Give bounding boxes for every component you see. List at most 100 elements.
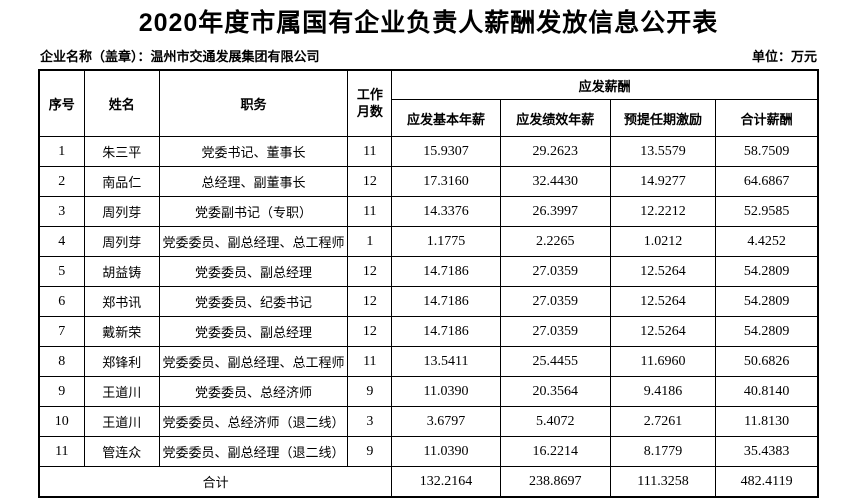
cell-total-salary: 4.4252 (715, 226, 819, 257)
cell-term-incentive: 9.4186 (609, 376, 717, 407)
header-no: 序号 (38, 69, 85, 137)
cell-months: 1 (347, 226, 393, 257)
cell-no: 11 (38, 436, 85, 467)
cell-name: 王道川 (83, 406, 160, 437)
table-row: 2 南品仁 总经理、副董事长 12 17.3160 32.4430 14.927… (38, 166, 819, 197)
cell-name: 郑书讯 (83, 286, 160, 317)
table-body: 1 朱三平 党委书记、董事长 11 15.9307 29.2623 13.557… (38, 136, 819, 467)
cell-months: 12 (347, 166, 393, 197)
cell-name: 周列芽 (83, 226, 160, 257)
cell-months: 11 (347, 346, 393, 377)
cell-months: 12 (347, 316, 393, 347)
cell-performance-salary: 29.2623 (499, 136, 611, 167)
cell-no: 5 (38, 256, 85, 287)
cell-total-salary: 11.8130 (715, 406, 819, 437)
header-basic-salary: 应发基本年薪 (391, 99, 501, 137)
cell-total-salary: 54.2809 (715, 256, 819, 287)
cell-performance-salary: 16.2214 (499, 436, 611, 467)
table-row: 3 周列芽 党委副书记（专职） 11 14.3376 26.3997 12.22… (38, 196, 819, 227)
cell-performance-salary: 27.0359 (499, 256, 611, 287)
cell-basic-salary: 14.3376 (391, 196, 501, 227)
cell-position: 党委委员、总经济师 (158, 376, 349, 407)
cell-name: 胡益铸 (83, 256, 160, 287)
cell-months: 12 (347, 286, 393, 317)
cell-total-salary: 52.9585 (715, 196, 819, 227)
cell-basic-salary: 1.1775 (391, 226, 501, 257)
table-row: 7 戴新荣 党委委员、副总经理 12 14.7186 27.0359 12.52… (38, 316, 819, 347)
header-performance-salary: 应发绩效年薪 (499, 99, 611, 137)
cell-basic-salary: 3.6797 (391, 406, 501, 437)
table-row: 8 郑锋利 党委委员、副总经理、总工程师 11 13.5411 25.4455 … (38, 346, 819, 377)
cell-position: 党委委员、副总经理、总工程师 (158, 346, 349, 377)
total-term-incentive: 111.3258 (609, 466, 717, 498)
header-term-incentive: 预提任期激励 (609, 99, 717, 137)
cell-term-incentive: 8.1779 (609, 436, 717, 467)
cell-months: 12 (347, 256, 393, 287)
cell-basic-salary: 13.5411 (391, 346, 501, 377)
cell-position: 党委委员、副总经理（退二线） (158, 436, 349, 467)
meta-bar: 企业名称（盖章）：温州市交通发展集团有限公司 单位：万元 (40, 46, 817, 65)
cell-basic-salary: 15.9307 (391, 136, 501, 167)
cell-performance-salary: 26.3997 (499, 196, 611, 227)
cell-performance-salary: 27.0359 (499, 286, 611, 317)
cell-no: 6 (38, 286, 85, 317)
header-row-sub: 应发基本年薪 应发绩效年薪 预提任期激励 合计薪酬 (39, 99, 819, 137)
cell-term-incentive: 12.5264 (609, 286, 717, 317)
cell-name: 管连众 (83, 436, 160, 467)
cell-term-incentive: 12.5264 (609, 316, 717, 347)
header-months-line1: 工作 (356, 87, 383, 103)
header-salary-group: 应发薪酬 (391, 69, 819, 100)
table-row: 1 朱三平 党委书记、董事长 11 15.9307 29.2623 13.557… (38, 136, 819, 167)
cell-position: 党委委员、副总经理、总工程师 (158, 226, 349, 257)
cell-position: 党委副书记（专职） (158, 196, 349, 227)
salary-table: 序号 姓名 职务 工作 月数 应发薪酬 应发基本年薪 应发绩效年薪 预提任期激励… (38, 69, 819, 498)
cell-no: 3 (38, 196, 85, 227)
cell-name: 郑锋利 (83, 346, 160, 377)
header-row-group: 序号 姓名 职务 工作 月数 应发薪酬 (38, 69, 819, 137)
cell-position: 总经理、副董事长 (158, 166, 349, 197)
cell-total-salary: 58.7509 (715, 136, 819, 167)
total-performance-salary: 238.8697 (499, 466, 611, 498)
cell-total-salary: 54.2809 (715, 286, 819, 317)
cell-basic-salary: 11.0390 (391, 376, 501, 407)
header-name: 姓名 (83, 69, 160, 137)
table-row: 6 郑书讯 党委委员、纪委书记 12 14.7186 27.0359 12.52… (38, 286, 819, 317)
cell-term-incentive: 11.6960 (609, 346, 717, 377)
cell-total-salary: 50.6826 (715, 346, 819, 377)
cell-performance-salary: 2.2265 (499, 226, 611, 257)
cell-performance-salary: 32.4430 (499, 166, 611, 197)
cell-months: 11 (347, 136, 393, 167)
table-row: 10 王道川 党委委员、总经济师（退二线） 3 3.6797 5.4072 2.… (38, 406, 819, 437)
cell-no: 8 (38, 346, 85, 377)
cell-basic-salary: 11.0390 (391, 436, 501, 467)
cell-term-incentive: 13.5579 (609, 136, 717, 167)
cell-no: 10 (38, 406, 85, 437)
header-months-line2: 月数 (356, 103, 383, 119)
cell-months: 11 (347, 196, 393, 227)
cell-position: 党委委员、副总经理 (158, 256, 349, 287)
header-position: 职务 (158, 69, 349, 137)
cell-no: 9 (38, 376, 85, 407)
cell-name: 周列芽 (83, 196, 160, 227)
total-basic-salary: 132.2164 (391, 466, 501, 498)
total-label: 合计 (38, 466, 393, 498)
page-title: 2020年度市属国有企业负责人薪酬发放信息公开表 (138, 9, 719, 37)
cell-no: 2 (38, 166, 85, 197)
cell-basic-salary: 14.7186 (391, 286, 501, 317)
cell-no: 7 (38, 316, 85, 347)
table-header: 序号 姓名 职务 工作 月数 应发薪酬 应发基本年薪 应发绩效年薪 预提任期激励… (38, 69, 819, 137)
cell-term-incentive: 2.7261 (609, 406, 717, 437)
cell-no: 1 (38, 136, 85, 167)
cell-term-incentive: 12.5264 (609, 256, 717, 287)
cell-total-salary: 64.6867 (715, 166, 819, 197)
table-row: 4 周列芽 党委委员、副总经理、总工程师 1 1.1775 2.2265 1.0… (38, 226, 819, 257)
cell-total-salary: 54.2809 (715, 316, 819, 347)
cell-total-salary: 35.4383 (715, 436, 819, 467)
cell-term-incentive: 1.0212 (609, 226, 717, 257)
cell-performance-salary: 20.3564 (499, 376, 611, 407)
total-total-salary: 482.4119 (715, 466, 819, 498)
cell-term-incentive: 12.2212 (609, 196, 717, 227)
table-row: 5 胡益铸 党委委员、副总经理 12 14.7186 27.0359 12.52… (38, 256, 819, 287)
cell-name: 戴新荣 (83, 316, 160, 347)
